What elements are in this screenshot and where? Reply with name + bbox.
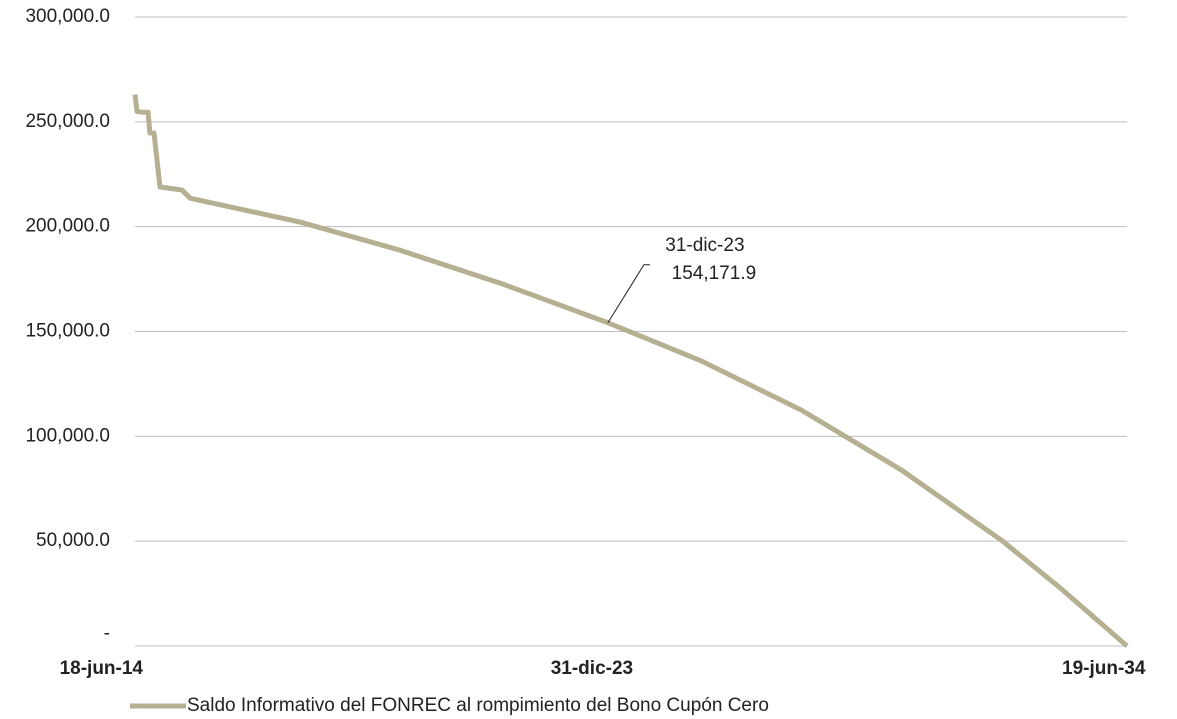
annotation-label: 31-dic-23 (665, 235, 744, 256)
y-tick-label: 150,000.0 (25, 321, 110, 342)
y-tick-label: 200,000.0 (25, 216, 110, 237)
x-tick-label: 31-dic-23 (551, 658, 633, 679)
legend-label: Saldo Informativo del FONREC al rompimie… (187, 695, 769, 716)
y-tick-label: 50,000.0 (36, 530, 110, 551)
annotation-leader (607, 264, 650, 324)
annotation-value: 154,171.9 (672, 263, 757, 284)
data-line (132, 94, 1129, 648)
x-tick-label: 18-jun-14 (60, 658, 144, 679)
y-tick-label: - (104, 623, 110, 644)
y-tick-label: 300,000.0 (25, 6, 110, 27)
x-tick-label: 19-jun-34 (1062, 658, 1146, 679)
y-tick-label: 250,000.0 (25, 111, 110, 132)
y-tick-label: 100,000.0 (25, 425, 110, 446)
